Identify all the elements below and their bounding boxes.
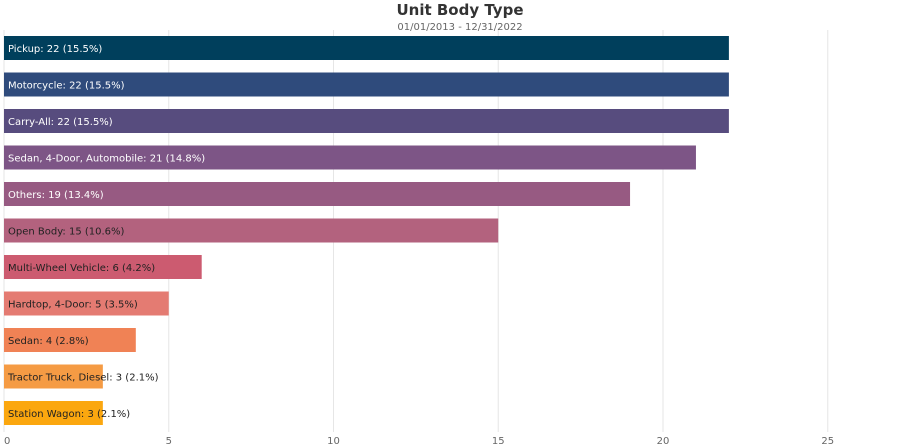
- bar-label: Tractor Truck, Diesel: 3 (2.1%): [7, 373, 159, 384]
- bar: [4, 255, 202, 279]
- x-tick-label: 25: [821, 436, 834, 447]
- bar: [4, 182, 631, 206]
- bar-label: Hardtop, 4-Door: 5 (3.5%): [8, 300, 138, 311]
- chart-subtitle: 01/01/2013 - 12/31/2022: [397, 22, 523, 33]
- bar: [4, 72, 729, 97]
- bar: [4, 218, 499, 243]
- x-tick-label: 15: [492, 436, 505, 447]
- bars: Pickup: 22 (15.5%) Motorcycle: 22 (15.5%)…: [4, 36, 729, 425]
- bar-label: Others: 19 (13.4%): [8, 190, 104, 201]
- bar: [4, 364, 103, 389]
- bar-label: Pickup: 22 (15.5%): [8, 44, 102, 55]
- bar-label: Sedan: 4 (2.8%): [8, 336, 89, 347]
- bar-label: Carry-All: 22 (15.5%): [8, 117, 113, 128]
- bar-label: Sedan, 4-Door, Automobile: 21 (14.8%): [8, 154, 205, 165]
- bar-label: Station Wagon: 3 (2.1%): [8, 409, 130, 420]
- x-tick-label: 10: [327, 436, 340, 447]
- bar: [4, 328, 136, 352]
- bar: [4, 291, 169, 316]
- bar: [4, 36, 729, 60]
- bar-label: Open Body: 15 (10.6%): [8, 227, 125, 238]
- bar: [4, 109, 729, 133]
- x-tick-label: 5: [166, 436, 172, 447]
- x-tick-label: 20: [657, 436, 670, 447]
- bar-label: Multi-Wheel Vehicle: 6 (4.2%): [8, 263, 155, 274]
- x-tick-label: 0: [4, 436, 10, 447]
- x-axis: 0 5 10 15 20 25: [4, 436, 834, 447]
- bar: [4, 145, 696, 170]
- bar: [4, 401, 103, 425]
- chart-title: Unit Body Type: [396, 1, 524, 19]
- bar-label: Motorcycle: 22 (15.5%): [8, 81, 125, 92]
